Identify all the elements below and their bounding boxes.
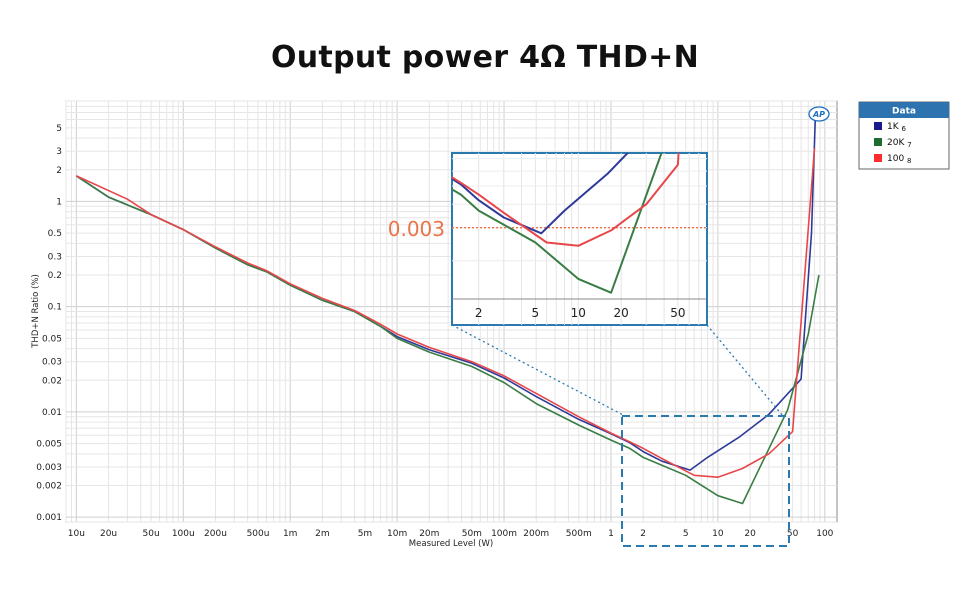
- y-tick-label: 0.5: [48, 229, 62, 239]
- legend-label: 100 8: [887, 154, 912, 165]
- x-tick-label: 50u: [143, 529, 160, 539]
- inset-x-tick-label: 5: [532, 306, 540, 320]
- x-tick-label: 1: [608, 529, 614, 539]
- inset-grid: [452, 153, 707, 325]
- x-tick-label: 5m: [358, 529, 373, 539]
- y-tick-label: 2: [56, 166, 62, 176]
- legend: Data 1K 6 20K 7 100 8: [858, 101, 950, 170]
- y-tick-label: 0.02: [42, 376, 62, 386]
- x-tick-label: 20: [744, 529, 756, 539]
- y-tick-label: 0.005: [36, 440, 62, 450]
- zoom-region-box: [621, 415, 790, 547]
- x-tick-label: 100m: [491, 529, 517, 539]
- legend-label: 20K 7: [887, 138, 912, 149]
- legend-swatch: [874, 138, 882, 146]
- y-tick-label: 0.03: [42, 358, 62, 368]
- inset-x-ticks: 2 5 10 20 50: [475, 306, 686, 320]
- x-tick-label: 50: [787, 529, 799, 539]
- legend-title: Data: [892, 107, 916, 117]
- x-axis-ticks: 10u 20u 50u 100u 200u 500u 1m 2m 5m 10m 20m 50m 100m…: [68, 529, 834, 539]
- x-tick-label: 20u: [100, 529, 117, 539]
- inset-series-line-1k: [452, 153, 630, 235]
- y-axis-ticks: 5 3 2 1 0.5 0.3 0.2 0.1 0.05 0.03 0.02 0.01 0.005 0.0…: [36, 124, 62, 523]
- legend-label: 1K 6: [887, 122, 907, 133]
- inset-x-tick-label: 50: [670, 306, 685, 320]
- y-tick-label: 0.003: [36, 463, 62, 473]
- x-tick-label: 2m: [315, 529, 330, 539]
- inset-series-lines: [452, 153, 680, 294]
- x-tick-label: 20m: [419, 529, 439, 539]
- x-tick-label: 10u: [68, 529, 85, 539]
- inset-series-line-100: [452, 153, 680, 247]
- legend-swatch: [874, 122, 882, 130]
- x-tick-label: 100u: [172, 529, 195, 539]
- y-tick-label: 3: [56, 147, 62, 157]
- svg-text:AP: AP: [812, 110, 825, 119]
- x-tick-label: 200m: [523, 529, 549, 539]
- series-lines: [75, 109, 820, 505]
- x-tick-label: 10: [712, 529, 724, 539]
- y-tick-label: 5: [56, 124, 62, 134]
- x-tick-label: 1m: [283, 529, 298, 539]
- inset-x-tick-label: 2: [475, 306, 483, 320]
- y-tick-label: 1: [56, 197, 62, 207]
- ap-logo-icon: AP: [808, 106, 830, 122]
- x-tick-label: 500m: [566, 529, 592, 539]
- y-tick-label: 0.05: [42, 334, 62, 344]
- x-axis-label: Measured Level (W): [409, 539, 493, 549]
- y-axis-label: THD+N Ratio (%): [31, 274, 41, 349]
- y-tick-label: 0.1: [48, 303, 62, 313]
- series-line-20k: [75, 175, 820, 505]
- x-tick-label: 50m: [462, 529, 482, 539]
- y-tick-label: 0.2: [48, 271, 62, 281]
- y-tick-label: 0.001: [36, 513, 62, 523]
- legend-swatch: [874, 154, 882, 162]
- y-tick-label: 0.002: [36, 482, 62, 492]
- y-tick-label: 0.01: [42, 408, 62, 418]
- series-line-100: [76, 148, 816, 479]
- x-tick-label: 10m: [387, 529, 407, 539]
- chart-title: Output power 4Ω THD+N: [270, 40, 700, 75]
- inset-x-tick-label: 10: [571, 306, 586, 320]
- x-tick-label: 5: [683, 529, 689, 539]
- x-tick-label: 200u: [204, 529, 227, 539]
- inset-series-line-20k: [452, 153, 663, 294]
- inset-x-tick-label: 20: [614, 306, 629, 320]
- x-tick-label: 100: [816, 529, 833, 539]
- x-tick-label: 2: [640, 529, 646, 539]
- y-tick-label: 0.3: [48, 252, 62, 262]
- x-tick-label: 500u: [247, 529, 270, 539]
- reference-value-label: 0.003: [388, 217, 445, 241]
